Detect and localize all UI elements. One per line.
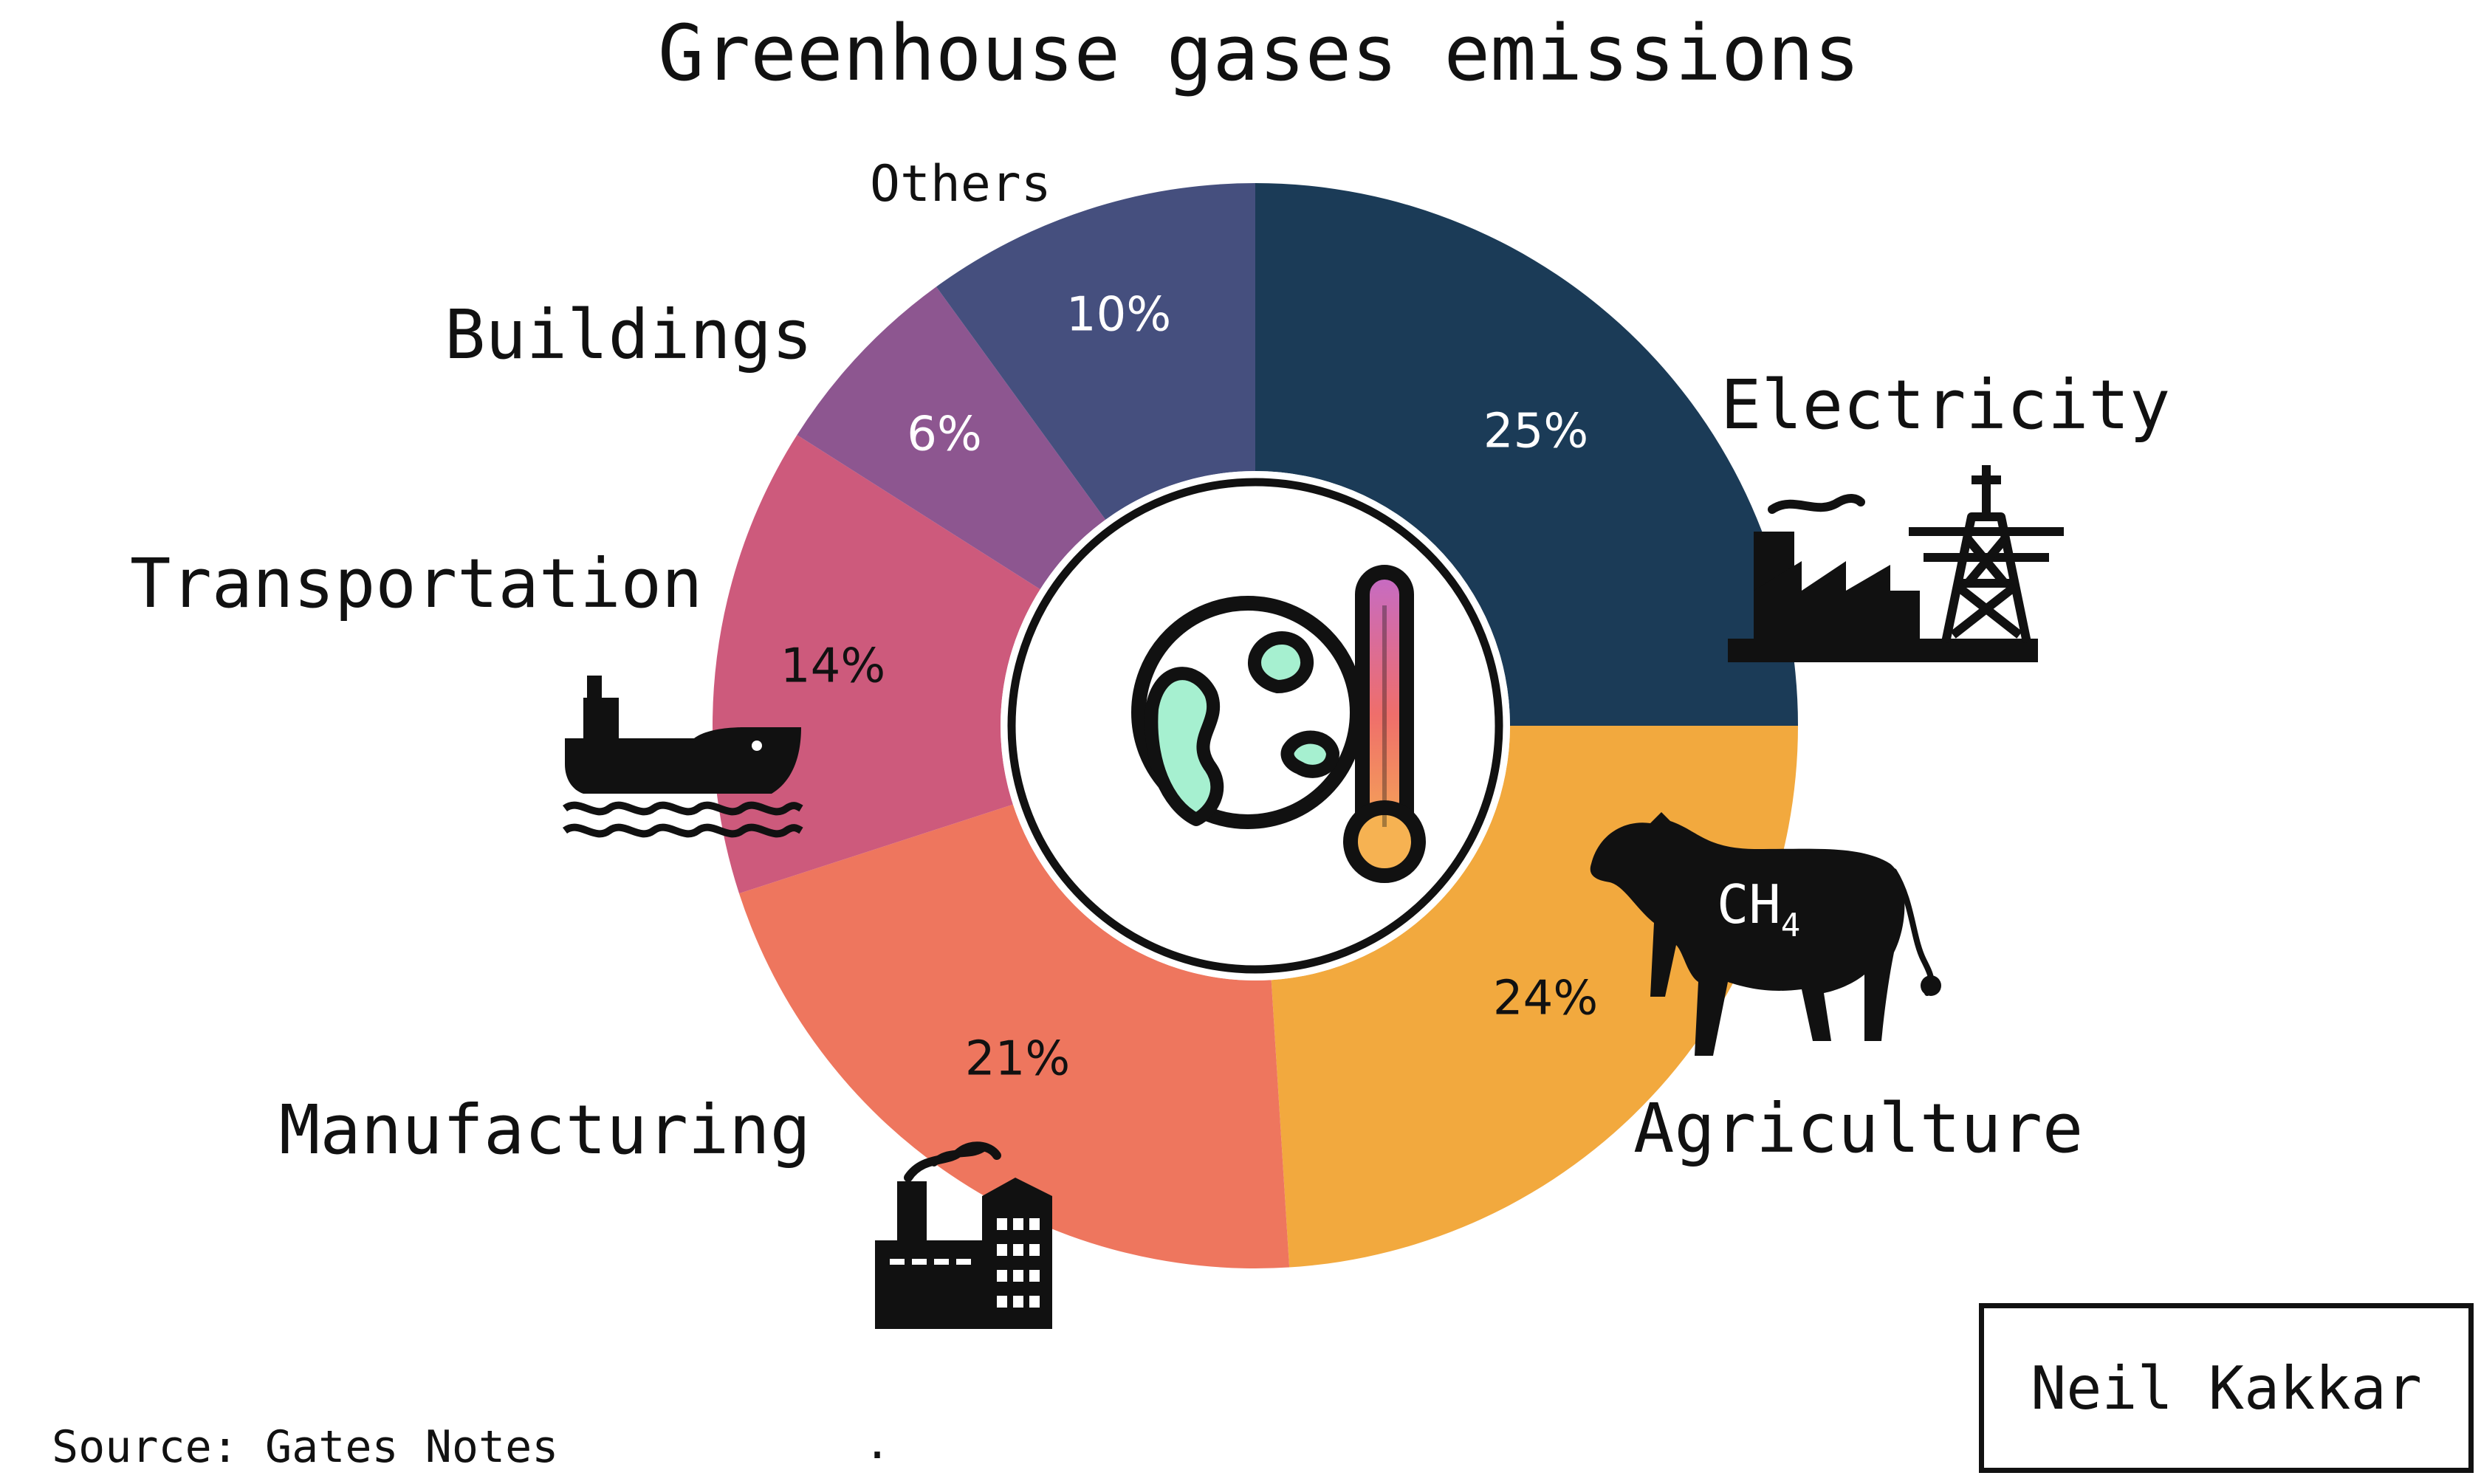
category-label-manufacturing: Manufacturing <box>279 1090 811 1169</box>
category-label-others: Others <box>870 155 1051 213</box>
value-label-manufacturing: 21% <box>965 1032 1070 1087</box>
value-label-transportation: 14% <box>780 639 885 694</box>
ship-icon <box>563 676 803 838</box>
footnote-mark: . <box>864 1418 891 1469</box>
gas-formula-main: CH <box>1717 873 1781 935</box>
cow-icon <box>1590 812 1941 1056</box>
value-label-agriculture: 24% <box>1493 972 1598 1026</box>
slice-others <box>936 183 1255 520</box>
value-label-others: 10% <box>1066 288 1171 343</box>
center-ring <box>1007 478 1503 974</box>
chart-title: Greenhouse gases emissions <box>658 8 1860 98</box>
factory-icon <box>875 1141 1052 1329</box>
category-label-transportation: Transportation <box>130 544 702 623</box>
slice-manufacturing <box>738 804 1290 1268</box>
category-label-buildings: Buildings <box>445 295 813 374</box>
author-credit-box: Neil Kakkar <box>1979 1303 2474 1473</box>
category-label-electricity: Electricity <box>1720 365 2170 444</box>
agriculture-gas-label: CH4 <box>1717 873 1800 944</box>
factory-power-tower-icon <box>1728 465 2064 662</box>
slice-electricity <box>1255 183 1798 726</box>
gas-formula-subscript: 4 <box>1781 907 1801 944</box>
value-label-buildings: 6% <box>907 408 982 462</box>
source-note: Source: Gates Notes <box>52 1421 558 1473</box>
slice-buildings <box>797 286 1106 590</box>
category-label-agriculture: Agriculture <box>1633 1089 2083 1168</box>
author-credit: Neil Kakkar <box>2031 1353 2422 1423</box>
value-label-electricity: 25% <box>1483 405 1588 459</box>
earth-thermometer-icon <box>1131 565 1426 883</box>
slice-transportation <box>712 435 1040 894</box>
